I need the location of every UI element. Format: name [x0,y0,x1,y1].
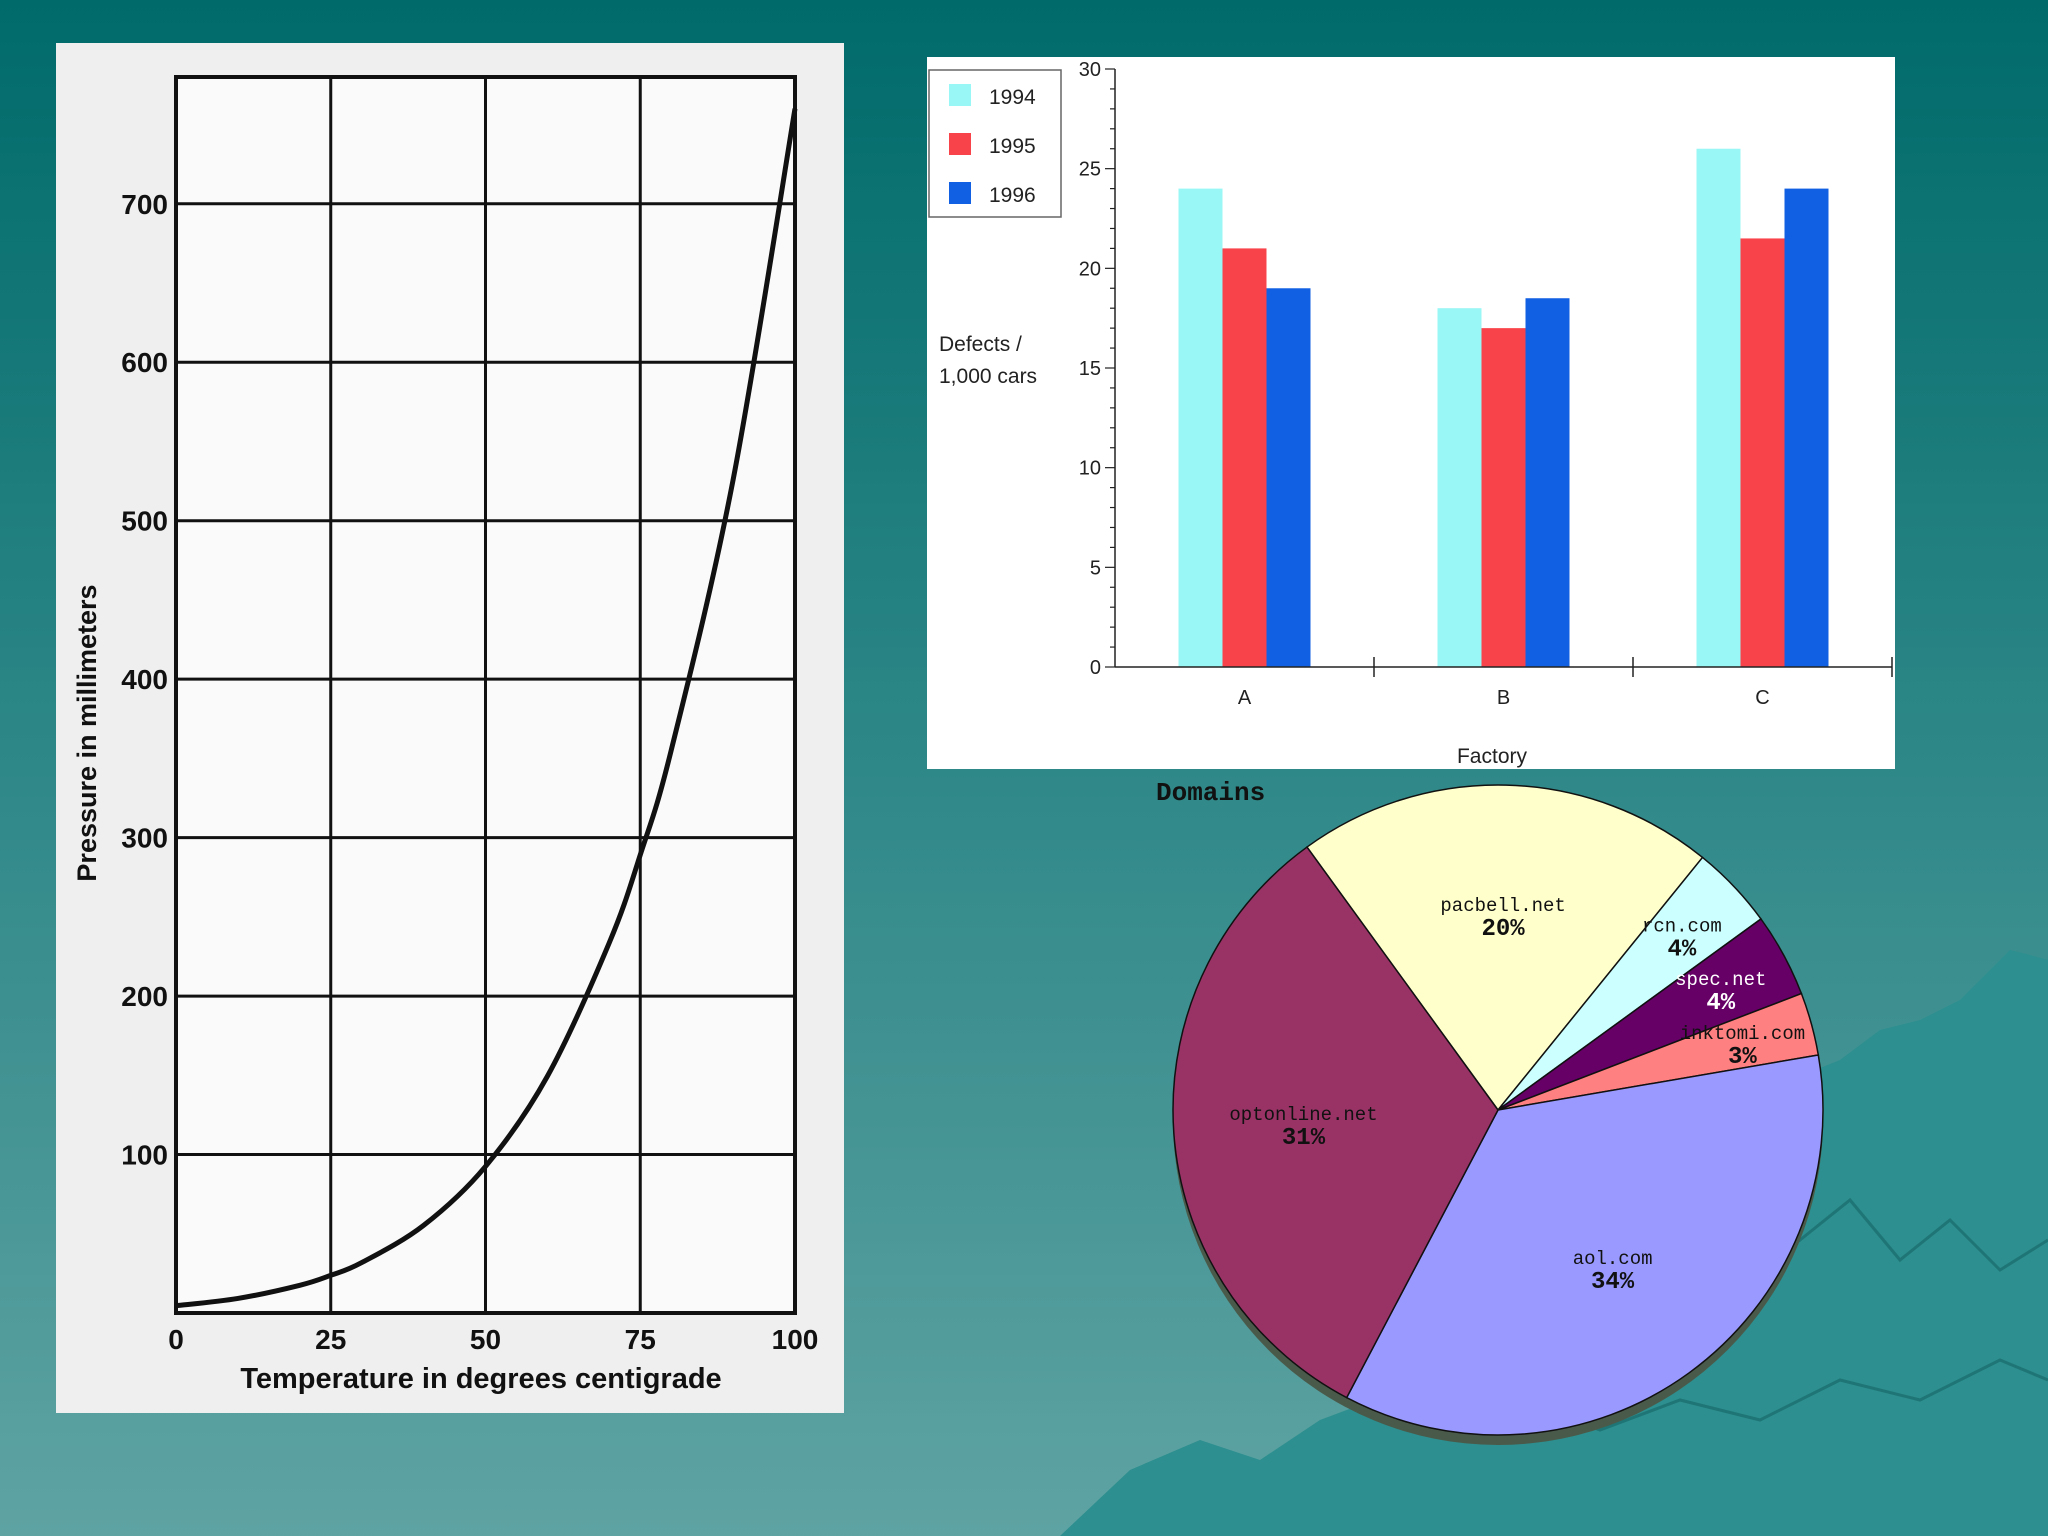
y-tick-label: 700 [121,189,168,220]
slice-percent-rcn.com: 4% [1667,937,1696,964]
slice-pacbell.net [1305,784,1704,1112]
pie-title: Domains [1156,778,1265,808]
bar-1994-B [1437,308,1482,667]
slice-optonline.net [1172,846,1499,1399]
legend-label-1994: 1994 [989,86,1036,109]
slice-label-inktomi.com: inktomi.com [1680,1023,1805,1045]
y-tick-label: 100 [121,1140,168,1171]
y-axis-label: Pressure in millimeters [72,584,102,881]
slice-percent-spec.net: 4% [1706,990,1735,1017]
vapor-pressure-chart-panel: 0 25 50 75 100 100 200 300 400 500 600 700 Tempera… [56,43,844,1413]
pressure-curve [175,108,798,1309]
slice-label-optonline.net: optonline.net [1229,1104,1377,1126]
y-tick-label: 20 [1079,258,1101,280]
bar-1996-B [1525,298,1570,667]
legend-swatch-1996 [949,182,971,204]
x-axis-label: Factory [1457,745,1528,768]
bar-1996-A [1266,288,1311,667]
x-tick-label: 25 [315,1324,346,1355]
vapor-pressure-chart: 0 25 50 75 100 100 200 300 400 500 600 700 Tempera… [72,75,819,1395]
slice-percent-aol.com: 34% [1591,1269,1635,1296]
slice-percent-pacbell.net: 20% [1481,916,1525,943]
legend-label-1996: 1996 [989,184,1036,207]
y-tick-label: 200 [121,981,168,1012]
x-tick-label: C [1755,687,1769,709]
bar-1996-C [1784,188,1829,667]
y-tick-label: 5 [1090,557,1101,579]
bar-1994-A [1178,188,1223,667]
slice-label-aol.com: aol.com [1573,1248,1653,1270]
slice-aol.com [1345,1054,1824,1436]
slice-percent-optonline.net: 31% [1282,1125,1326,1152]
y-axis-label-line1: Defects / [939,333,1022,356]
slice-label-spec.net: spec.net [1675,969,1766,991]
y-axis-label-line2: 1,000 cars [939,365,1037,388]
x-tick-label: 75 [625,1324,656,1355]
y-tick-label: 600 [121,347,168,378]
y-tick-label: 10 [1079,458,1101,480]
y-tick-label: 15 [1079,358,1101,380]
x-tick-label: 100 [772,1324,819,1355]
y-tick-label: 300 [121,823,168,854]
x-axis-label: Temperature in degrees centigrade [240,1363,721,1395]
y-tick-label: 500 [121,506,168,537]
y-tick-label: 25 [1079,159,1101,181]
slice-label-pacbell.net: pacbell.net [1440,895,1565,917]
bar-1995-C [1740,238,1785,667]
x-tick-label: A [1238,687,1252,709]
slice-label-rcn.com: rcn.com [1642,916,1722,938]
y-tick-label: 0 [1090,657,1101,679]
slice-percent-inktomi.com: 3% [1728,1044,1757,1071]
legend-swatch-1995 [949,133,971,155]
bar-1995-A [1222,248,1267,667]
x-tick-label: 50 [470,1324,501,1355]
legend: 1994 1995 1996 [928,69,1062,218]
y-tick-label: 30 [1079,59,1101,81]
bar-1995-B [1481,328,1526,667]
x-tick-label: 0 [168,1324,184,1355]
bar-1994-C [1696,148,1741,667]
legend-swatch-1994 [949,84,971,106]
legend-label-1995: 1995 [989,135,1036,158]
domains-pie-chart-panel: Domains pacbell.net 20% rcn.com 4% spec.net 4… [1150,770,1850,1450]
x-tick-label: B [1497,687,1510,709]
y-tick-label: 400 [121,664,168,695]
